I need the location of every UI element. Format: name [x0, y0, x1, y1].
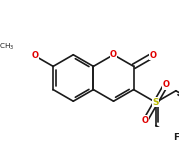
Text: S: S: [153, 98, 159, 107]
Text: O: O: [110, 50, 117, 59]
Text: O: O: [142, 116, 149, 125]
Text: CH$_3$: CH$_3$: [0, 41, 15, 52]
Text: O: O: [149, 51, 156, 60]
Text: O: O: [163, 80, 170, 89]
Text: F: F: [173, 133, 179, 142]
Text: O: O: [32, 51, 38, 60]
